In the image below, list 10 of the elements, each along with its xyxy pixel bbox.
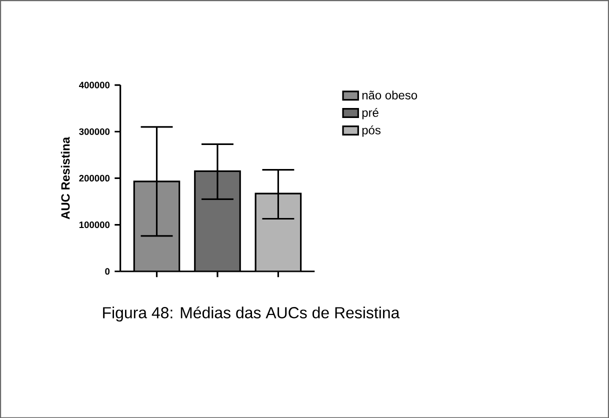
y-tick-label: 400000 (79, 82, 110, 88)
legend-label: não obeso (362, 90, 418, 100)
legend-label: pré (362, 108, 378, 120)
text: Figura 48: Médias das AUCs de Resistina (103, 306, 400, 322)
y-tick-label: 0 (105, 268, 110, 275)
y-tick-label: 300000 (79, 128, 110, 135)
y-tick-label: 100000 (79, 221, 110, 228)
y-axis-title: AUC Resistina (60, 136, 70, 220)
y-tick-label: 200000 (79, 174, 110, 182)
legend-label: pós (362, 125, 380, 137)
